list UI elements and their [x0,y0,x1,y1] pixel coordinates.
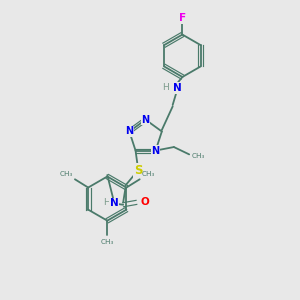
Text: H: H [103,198,110,207]
Text: H: H [163,83,169,92]
Text: N: N [110,198,119,208]
Text: O: O [140,197,149,207]
Text: N: N [125,127,134,136]
Text: N: N [152,146,160,156]
Text: CH₃: CH₃ [100,239,114,245]
Text: CH₃: CH₃ [191,153,205,159]
Text: F: F [179,14,186,23]
Text: S: S [134,164,142,177]
Text: CH₃: CH₃ [141,171,154,177]
Text: N: N [142,115,150,125]
Text: CH₃: CH₃ [60,171,74,177]
Text: N: N [173,83,182,93]
